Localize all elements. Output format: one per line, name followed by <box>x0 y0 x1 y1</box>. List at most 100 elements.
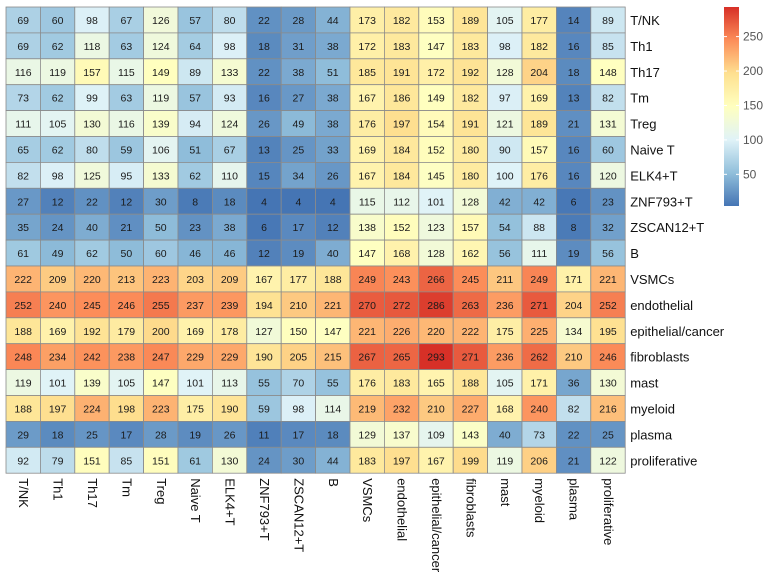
heatmap-cell <box>143 110 179 137</box>
cell-value-label: 245 <box>83 300 101 312</box>
cell-value-label: 223 <box>152 274 170 286</box>
cell-value-label: 38 <box>327 119 339 131</box>
column-label: Naive T <box>188 478 203 523</box>
cell-value-label: 56 <box>499 248 511 260</box>
cell-value-label: 189 <box>462 15 480 27</box>
column-label: B <box>326 478 341 487</box>
cell-value-label: 215 <box>324 352 342 364</box>
cell-value-label: 145 <box>427 170 445 182</box>
cell-value-label: 111 <box>15 119 31 131</box>
cell-value-label: 38 <box>327 41 339 53</box>
heatmap-cell <box>5 136 41 163</box>
cell-value-label: 188 <box>14 326 32 338</box>
cell-value-label: 93 <box>224 93 236 105</box>
cell-value-label: 98 <box>86 15 98 27</box>
heatmap-cell <box>315 446 351 474</box>
heatmap-cell <box>246 187 282 215</box>
heatmap-cell <box>590 110 626 137</box>
cell-value-label: 240 <box>49 300 67 312</box>
column-label: ELK4+T <box>223 478 238 525</box>
cell-value-label: 16 <box>258 93 270 105</box>
heatmap-cell <box>383 291 420 319</box>
heatmap-cells <box>5 6 626 474</box>
row-label: Tm <box>630 91 649 106</box>
heatmap-cell <box>5 84 41 111</box>
cell-value-label: 40 <box>86 222 98 234</box>
heatmap-cell <box>280 32 317 60</box>
cell-value-label: 4 <box>261 196 267 208</box>
cell-value-label: 191 <box>462 119 480 131</box>
heatmap-cell <box>487 161 523 189</box>
cell-value-label: 105 <box>118 378 136 390</box>
heatmap-cell <box>315 84 351 111</box>
heatmap-cell <box>177 110 213 137</box>
heatmap-cell <box>556 265 592 293</box>
cell-value-label: 249 <box>358 274 376 286</box>
heatmap-cell <box>246 161 282 189</box>
cell-value-label: 15 <box>258 170 270 182</box>
cell-value-label: 46 <box>224 248 236 260</box>
cell-value-label: 203 <box>186 274 204 286</box>
cell-value-label: 59 <box>258 403 270 415</box>
cell-value-label: 210 <box>427 403 445 415</box>
cell-value-label: 119 <box>49 67 66 79</box>
heatmap-cell <box>40 446 76 474</box>
cell-value-label: 149 <box>152 67 170 79</box>
cell-value-label: 18 <box>224 196 236 208</box>
cell-value-label: 26 <box>224 429 236 441</box>
cell-value-label: 62 <box>52 144 64 156</box>
cell-value-label: 111 <box>531 248 547 260</box>
cell-value-label: 14 <box>568 15 580 27</box>
cell-value-label: 109 <box>427 429 445 441</box>
heatmap-cell <box>315 6 351 34</box>
heatmap-cell <box>487 395 523 422</box>
heatmap-cell <box>383 317 420 345</box>
cell-value-label: 125 <box>83 170 101 182</box>
cell-value-label: 17 <box>293 429 305 441</box>
heatmap-cell <box>452 369 489 396</box>
cell-value-label: 99 <box>86 93 98 105</box>
heatmap-cell <box>177 136 213 163</box>
heatmap-cell <box>211 369 248 396</box>
row-label: B <box>630 246 639 261</box>
heatmap-cell <box>383 58 420 86</box>
heatmap-cell <box>246 395 282 422</box>
cell-value-label: 184 <box>393 144 411 156</box>
cell-value-label: 224 <box>83 403 101 415</box>
cell-value-label: 221 <box>324 300 342 312</box>
heatmap-cell <box>521 446 557 474</box>
cell-value-label: 180 <box>462 170 480 182</box>
cell-value-label: 147 <box>324 326 342 338</box>
cell-value-label: 147 <box>152 378 170 390</box>
cell-value-label: 192 <box>462 67 480 79</box>
cell-value-label: 44 <box>327 455 339 467</box>
cell-value-label: 270 <box>358 300 376 312</box>
heatmap-cell <box>143 395 179 422</box>
heatmap-cell <box>452 136 489 163</box>
heatmap-cell <box>521 161 557 189</box>
cell-value-label: 105 <box>496 378 514 390</box>
heatmap-cell <box>418 343 454 371</box>
column-label: endothelial <box>395 478 410 541</box>
cell-value-label: 195 <box>599 326 617 338</box>
cell-value-label: 167 <box>255 274 273 286</box>
heatmap-cell <box>349 317 385 345</box>
cell-value-label: 90 <box>499 144 511 156</box>
heatmap-cell <box>108 110 144 137</box>
heatmap-cell <box>452 446 489 474</box>
cell-value-label: 29 <box>17 429 29 441</box>
cell-value-label: 171 <box>530 378 548 390</box>
heatmap-cell <box>177 446 213 474</box>
heatmap-cell <box>556 446 592 474</box>
cell-value-label: 221 <box>358 326 376 338</box>
heatmap-cell <box>349 213 385 241</box>
cell-value-label: 116 <box>15 67 32 79</box>
cell-value-label: 60 <box>602 144 614 156</box>
heatmap-cell <box>246 6 282 34</box>
row-label: plasma <box>630 427 673 442</box>
cell-value-label: 171 <box>565 274 583 286</box>
heatmap-cell <box>521 6 557 34</box>
cell-value-label: 4 <box>295 196 301 208</box>
cell-value-label: 25 <box>86 429 98 441</box>
cell-value-label: 286 <box>427 300 445 312</box>
